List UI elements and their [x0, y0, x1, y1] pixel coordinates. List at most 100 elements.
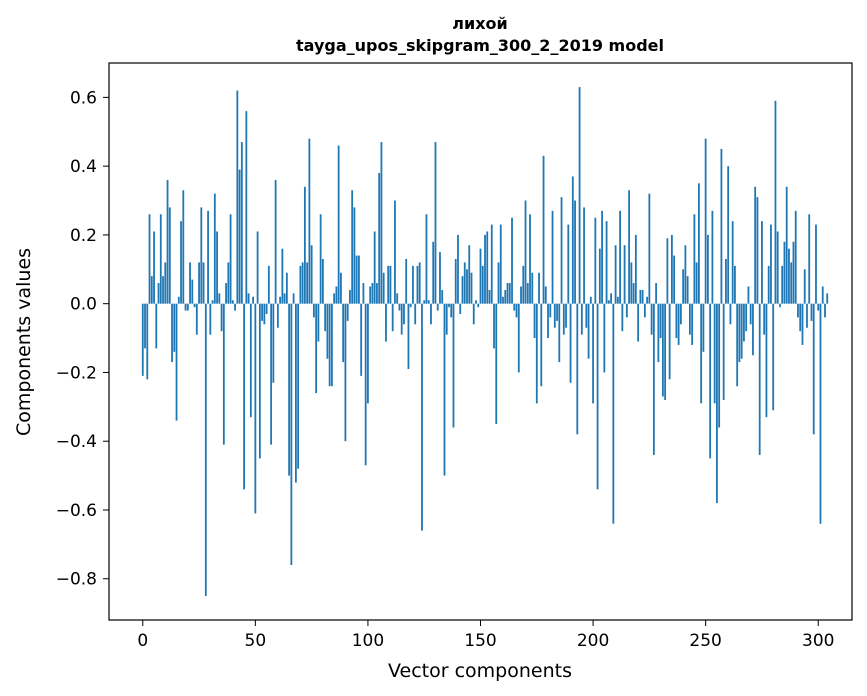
- bar: [625, 303, 628, 318]
- bar: [184, 303, 187, 311]
- bar: [821, 286, 824, 304]
- bar: [394, 200, 396, 304]
- bar: [340, 272, 342, 304]
- bar: [648, 193, 651, 304]
- bar: [740, 303, 743, 359]
- bar: [571, 176, 574, 304]
- bar: [373, 231, 376, 304]
- bar: [387, 265, 390, 304]
- bar: [652, 303, 655, 455]
- bar: [824, 303, 826, 318]
- bar: [204, 303, 207, 596]
- bar: [749, 303, 752, 325]
- bar: [247, 293, 250, 304]
- bar: [243, 303, 245, 490]
- bar: [817, 303, 820, 311]
- bar: [781, 265, 784, 304]
- bar: [770, 224, 772, 304]
- bar: [664, 303, 667, 400]
- bar: [376, 283, 378, 304]
- bar: [596, 303, 599, 490]
- bar: [475, 300, 477, 304]
- bar: [216, 231, 218, 304]
- bar: [702, 303, 705, 352]
- bar: [283, 293, 286, 304]
- bar: [779, 303, 781, 308]
- bar: [466, 269, 468, 304]
- bar: [461, 276, 464, 304]
- bar: [358, 255, 360, 304]
- bar: [270, 303, 273, 445]
- bar: [628, 190, 630, 304]
- bar: [294, 303, 297, 483]
- bar: [364, 303, 367, 466]
- bar: [675, 303, 678, 339]
- chart-title: лихой: [452, 14, 507, 33]
- bar: [285, 272, 288, 304]
- bar: [562, 303, 565, 335]
- bar: [549, 303, 552, 318]
- bar: [515, 303, 518, 318]
- bar: [389, 265, 392, 304]
- bar: [785, 186, 788, 304]
- x-tick-label: 0: [137, 631, 148, 651]
- bar: [425, 214, 428, 304]
- bar: [403, 303, 405, 325]
- bar: [441, 289, 444, 304]
- bar: [367, 303, 369, 404]
- bar: [326, 303, 329, 359]
- bar: [585, 303, 588, 328]
- bar: [193, 303, 196, 308]
- bar: [659, 303, 662, 339]
- bar: [256, 231, 259, 304]
- bar: [355, 255, 358, 304]
- bar: [351, 190, 354, 304]
- bar: [688, 303, 691, 335]
- bar: [168, 207, 171, 304]
- bar: [290, 303, 293, 565]
- bar: [794, 210, 797, 304]
- bar: [725, 258, 727, 304]
- bar: [589, 296, 592, 304]
- bar: [454, 258, 457, 304]
- bar: [141, 303, 144, 376]
- bar: [301, 262, 304, 304]
- bar: [587, 303, 590, 359]
- y-tick-label: −0.8: [56, 570, 97, 590]
- bar: [826, 293, 829, 304]
- x-tick-label: 100: [352, 631, 384, 651]
- bar: [729, 303, 732, 325]
- bar: [229, 214, 232, 304]
- bar: [180, 221, 182, 304]
- bar: [353, 207, 356, 304]
- bar: [378, 173, 381, 304]
- bar: [231, 300, 234, 304]
- bar: [718, 303, 721, 428]
- bar: [776, 231, 779, 304]
- bar: [709, 303, 712, 459]
- bar: [513, 303, 516, 311]
- bar: [540, 303, 543, 387]
- bar: [445, 303, 448, 335]
- bar: [236, 90, 239, 304]
- bar: [707, 234, 709, 304]
- bar: [457, 234, 459, 304]
- bar: [213, 193, 216, 304]
- bar: [670, 234, 673, 304]
- bar: [369, 286, 372, 304]
- bar: [148, 214, 151, 304]
- bar: [788, 248, 790, 304]
- bar: [731, 221, 734, 304]
- plot-frame: [108, 62, 853, 621]
- bar: [189, 262, 191, 304]
- bar: [335, 286, 338, 304]
- bar: [641, 289, 644, 304]
- bar: [598, 248, 601, 304]
- bar: [245, 111, 248, 304]
- bar: [261, 303, 263, 321]
- bar: [303, 186, 306, 304]
- bar: [144, 303, 146, 349]
- bar: [265, 303, 268, 314]
- bar: [315, 303, 318, 394]
- bar: [396, 293, 399, 304]
